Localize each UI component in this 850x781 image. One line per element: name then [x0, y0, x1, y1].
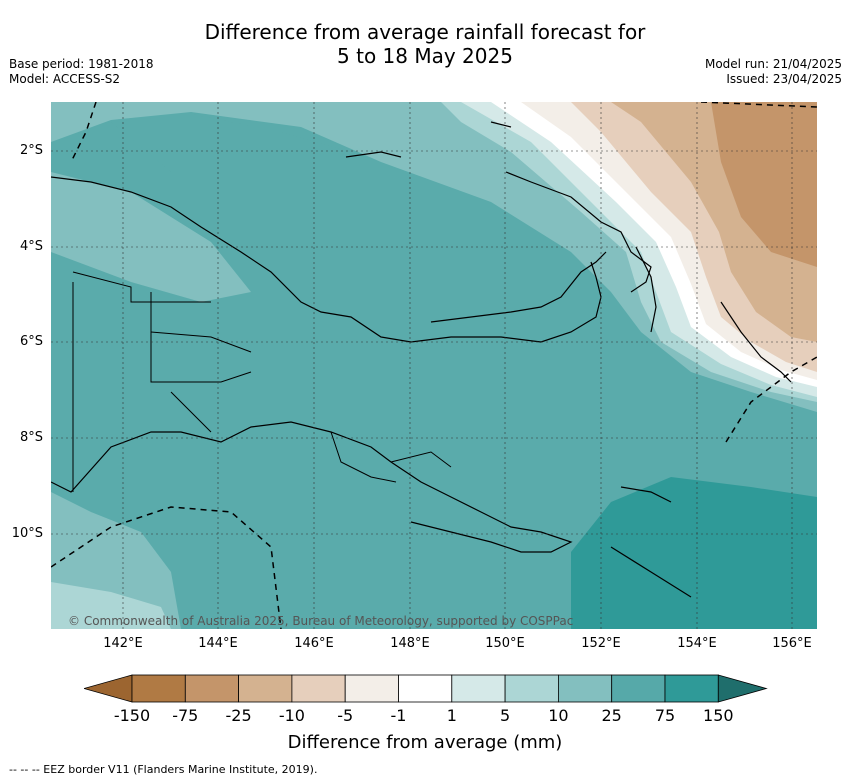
- map-svg: [51, 102, 817, 629]
- copyright-notice: © Commonwealth of Australia 2025, Bureau…: [68, 614, 574, 628]
- lat-label-8s: 8°S: [19, 430, 43, 445]
- meta-left: Base period: 1981-2018 Model: ACCESS-S2: [9, 57, 154, 87]
- province-borders: [72, 271, 452, 492]
- lon-label-142e: 142°E: [103, 636, 143, 651]
- colorbar-segment: [398, 674, 453, 703]
- zone-5-10-west: [51, 172, 251, 302]
- colorbar-arrow-high: [717, 674, 768, 703]
- colorbar-tick-label: -5: [337, 706, 354, 725]
- colorbar-segment: [557, 674, 613, 703]
- lon-label-148e: 148°E: [390, 636, 430, 651]
- zone-10-25-northwest: [111, 114, 381, 252]
- lat-label-4s: 4°S: [19, 239, 43, 254]
- model-name: Model: ACCESS-S2: [9, 72, 121, 86]
- colorbar-tick-label: 25: [601, 706, 622, 725]
- coastline: [51, 121, 792, 598]
- colorbar-tick-label: 10: [548, 706, 569, 725]
- colorbar-tick-label: 5: [500, 706, 511, 725]
- model-run: Model run: 21/04/2025: [704, 57, 842, 71]
- zone-1-5-southwest: [51, 582, 171, 629]
- lat-label-10s: 10°S: [11, 526, 43, 541]
- colorbar-segment: [664, 674, 719, 703]
- title-line-2: 5 to 18 May 2025: [337, 44, 513, 68]
- colorbar-segment: [238, 674, 293, 703]
- colorbar-segment: [291, 674, 346, 703]
- base-period: Base period: 1981-2018: [9, 57, 154, 71]
- colorbar-tick-label: 1: [446, 706, 457, 725]
- colorbar-tick-label: -75: [172, 706, 199, 725]
- map-title: Difference from average rainfall forecas…: [0, 20, 850, 68]
- colorbar-tick-label: -25: [225, 706, 252, 725]
- lon-label-154e: 154°E: [677, 636, 717, 651]
- meta-right: Model run: 21/04/2025 Issued: 23/04/2025: [705, 57, 842, 87]
- title-line-1: Difference from average rainfall forecas…: [204, 20, 646, 44]
- lon-label-144e: 144°E: [198, 636, 238, 651]
- colorbar-arrow-low: [84, 674, 133, 703]
- lon-label-146e: 146°E: [294, 636, 334, 651]
- zone-25-75: [571, 477, 817, 629]
- colorbar-segment: [611, 674, 666, 703]
- zone-minus75-minus25: [711, 102, 817, 267]
- lon-label-150e: 150°E: [485, 636, 525, 651]
- legend-title: Difference from average (mm): [287, 732, 563, 753]
- colorbar-segment: [504, 674, 559, 703]
- lat-label-2s: 2°S: [19, 143, 43, 158]
- colorbar-tick-label: -150: [113, 706, 151, 725]
- eez-border: [51, 102, 817, 629]
- lat-label-6s: 6°S: [19, 334, 43, 349]
- colorbar-tick-label: 75: [654, 706, 676, 725]
- eez-footnote: -- -- -- EEZ border V11 (Flanders Marine…: [9, 763, 318, 776]
- lon-label-152e: 152°E: [581, 636, 621, 651]
- colorbar-tick-label: 150: [703, 706, 734, 725]
- colorbar-tick-label: -1: [390, 706, 407, 725]
- colorbar-segment: [184, 674, 240, 703]
- forecast-map: [51, 102, 817, 629]
- colorbar-segment: [344, 674, 399, 703]
- lon-label-156e: 156°E: [772, 636, 812, 651]
- colorbar-segment: [131, 674, 186, 703]
- colorbar: [84, 674, 768, 703]
- issued-date: Issued: 23/04/2025: [726, 72, 842, 86]
- colorbar-tick-label: -10: [278, 706, 305, 725]
- colorbar-segment: [451, 674, 506, 703]
